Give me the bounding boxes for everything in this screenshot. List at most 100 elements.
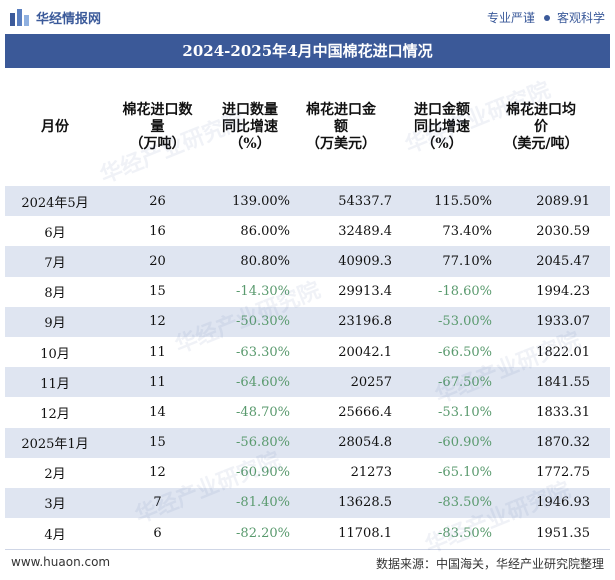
- cell-avg-price: 2045.47: [536, 253, 590, 269]
- table-row: 9月 12 -50.30% 23196.8 -53.00% 1933.07: [5, 306, 610, 337]
- cell-volume: 11: [149, 344, 166, 360]
- table-row: 10月 11 -63.30% 20042.1 -66.50% 1822.01: [5, 337, 610, 367]
- cell-avg-price: 1772.75: [536, 465, 590, 481]
- cell-volume: 15: [149, 284, 166, 300]
- cell-value-yoy: -53.10%: [438, 404, 492, 420]
- brand-logo[interactable]: 华经情报网: [10, 8, 101, 27]
- dot-icon: [543, 14, 550, 21]
- cell-volume-yoy: 139.00%: [232, 193, 290, 209]
- cell-avg-price: 1933.07: [536, 314, 590, 330]
- cell-volume: 14: [149, 404, 166, 420]
- footer: www.huaon.com 数据来源：中国海关，华经产业研究院整理: [5, 549, 610, 576]
- footer-source: 数据来源：中国海关，华经产业研究院整理: [375, 557, 604, 571]
- cell-avg-price: 1870.32: [536, 435, 590, 451]
- table-row: 2月 12 -60.90% 21273 -65.10% 1772.75: [5, 458, 610, 488]
- brand-logo-icon: [10, 9, 29, 26]
- cell-volume-yoy: 80.80%: [240, 253, 290, 269]
- header-value: 棉花进口金 额 （万美元）: [306, 101, 376, 152]
- cell-value-yoy: -60.90%: [438, 435, 492, 451]
- cell-volume: 11: [149, 374, 166, 390]
- cell-value: 11708.1: [338, 525, 392, 541]
- cell-volume-yoy: -64.60%: [236, 374, 290, 390]
- cell-value: 32489.4: [338, 223, 392, 239]
- cell-volume-yoy: -82.20%: [236, 525, 290, 541]
- cell-volume-yoy: -63.30%: [236, 344, 290, 360]
- cell-month: 10月: [40, 346, 70, 362]
- cell-volume-yoy: 86.00%: [240, 223, 290, 239]
- cell-value: 28054.8: [338, 435, 392, 451]
- table-header: 月份 棉花进口数 量 （万吨） 进口数量 同比增速 （%） 棉花进口金 额 （万…: [5, 68, 610, 186]
- cell-month: 2025年1月: [21, 437, 89, 453]
- cell-value: 13628.5: [338, 495, 392, 511]
- header-value-yoy: 进口金额 同比增速 （%）: [414, 101, 470, 152]
- cell-value-yoy: -66.50%: [438, 344, 492, 360]
- table-row: 6月 16 86.00% 32489.4 73.40% 2030.59: [5, 216, 610, 246]
- cell-value-yoy: -83.50%: [438, 525, 492, 541]
- cell-month: 12月: [40, 406, 70, 422]
- cell-value: 23196.8: [338, 314, 392, 330]
- cell-volume-yoy: -50.30%: [236, 314, 290, 330]
- cell-volume: 20: [149, 253, 166, 269]
- cell-value: 21273: [350, 465, 392, 481]
- header-month: 月份: [41, 118, 69, 135]
- table-row: 3月 7 -81.40% 13628.5 -83.50% 1946.93: [5, 487, 610, 519]
- cell-value-yoy: -53.00%: [438, 314, 492, 330]
- top-bar: 华经情报网 专业严谨 客观科学: [0, 0, 615, 34]
- data-table: 月份 棉花进口数 量 （万吨） 进口数量 同比增速 （%） 棉花进口金 额 （万…: [5, 68, 610, 548]
- cell-month: 6月: [44, 225, 66, 241]
- cell-month: 8月: [44, 286, 66, 302]
- cell-value-yoy: -65.10%: [438, 465, 492, 481]
- cell-value: 20042.1: [338, 344, 392, 360]
- cell-month: 4月: [44, 527, 66, 543]
- table-row: 8月 15 -14.30% 29913.4 -18.60% 1994.23: [5, 277, 610, 307]
- cell-month: 3月: [44, 497, 66, 513]
- cell-volume: 16: [149, 223, 166, 239]
- cell-volume-yoy: -14.30%: [236, 284, 290, 300]
- table-row: 4月 6 -82.20% 11708.1 -83.50% 1951.35: [5, 518, 610, 548]
- cell-avg-price: 1951.35: [536, 525, 590, 541]
- cell-month: 9月: [44, 316, 66, 332]
- cell-value-yoy: 77.10%: [442, 253, 492, 269]
- cell-value-yoy: 115.50%: [434, 193, 492, 209]
- cell-month: 2024年5月: [21, 195, 89, 211]
- table-row: 7月 20 80.80% 40909.3 77.10% 2045.47: [5, 246, 610, 277]
- table-row: 12月 14 -48.70% 25666.4 -53.10% 1833.31: [5, 397, 610, 427]
- cell-volume: 7: [153, 495, 162, 511]
- cell-value-yoy: -67.50%: [438, 374, 492, 390]
- cell-avg-price: 1822.01: [536, 344, 590, 360]
- cell-avg-price: 1841.55: [536, 374, 590, 390]
- cell-value: 20257: [350, 374, 392, 390]
- footer-url[interactable]: www.huaon.com: [11, 555, 111, 569]
- cell-volume-yoy: -56.80%: [236, 435, 290, 451]
- slogan-left: 专业严谨: [486, 11, 535, 25]
- table-body: 2024年5月 26 139.00% 54337.7 115.50% 2089.91 6月 1…: [5, 186, 610, 548]
- cell-volume: 26: [149, 193, 166, 209]
- cell-volume-yoy: -48.70%: [236, 404, 290, 420]
- cell-value-yoy: -83.50%: [438, 495, 492, 511]
- header-volume: 棉花进口数 量 （万吨）: [122, 101, 193, 152]
- slogan-right: 客观科学: [556, 11, 605, 25]
- cell-value: 29913.4: [338, 284, 392, 300]
- cell-volume: 12: [149, 465, 166, 481]
- cell-avg-price: 1946.93: [536, 495, 590, 511]
- cell-volume-yoy: -60.90%: [236, 465, 290, 481]
- table-row: 2025年1月 15 -56.80% 28054.8 -60.90% 1870.32: [5, 427, 610, 458]
- table-row: 2024年5月 26 139.00% 54337.7 115.50% 2089.91: [5, 186, 610, 217]
- page-title: 2024-2025年4月中国棉花进口情况: [5, 34, 610, 68]
- header-volume-yoy: 进口数量 同比增速 （%）: [222, 101, 278, 152]
- cell-value-yoy: -18.60%: [438, 284, 492, 300]
- cell-month: 2月: [44, 467, 66, 483]
- cell-volume: 12: [149, 314, 166, 330]
- cell-month: 11月: [40, 376, 70, 392]
- cell-avg-price: 2089.91: [536, 193, 590, 209]
- cell-volume: 15: [149, 435, 166, 451]
- table-row: 11月 11 -64.60% 20257 -67.50% 1841.55: [5, 367, 610, 398]
- cell-value: 40909.3: [338, 253, 392, 269]
- cell-value: 54337.7: [338, 193, 392, 209]
- cell-avg-price: 2030.59: [536, 223, 590, 239]
- cell-value: 25666.4: [338, 404, 392, 420]
- header-avg-price: 棉花进口均 价 （美元/吨）: [503, 101, 579, 152]
- cell-avg-price: 1833.31: [536, 404, 590, 420]
- slogan: 专业严谨 客观科学: [487, 9, 605, 26]
- cell-volume: 6: [153, 525, 162, 541]
